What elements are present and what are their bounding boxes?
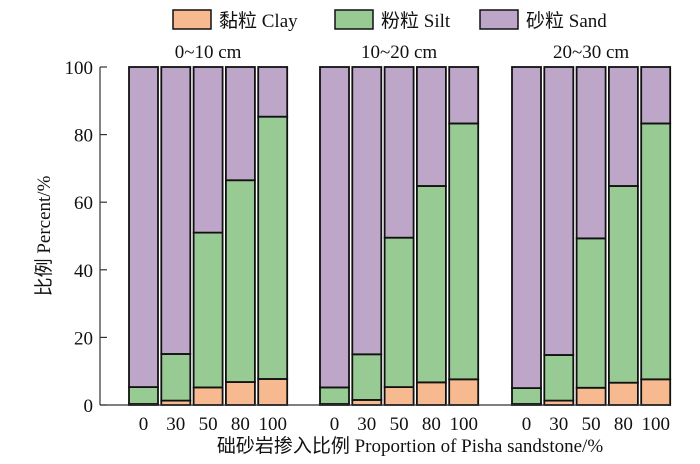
x-tick-label: 50	[582, 414, 601, 435]
y-tick-label: 40	[74, 261, 93, 282]
bar-segment-sand	[383, 66, 415, 239]
bar-segment-sand	[543, 66, 575, 356]
bar-segment-clay	[224, 381, 256, 406]
bar-segment-silt	[257, 115, 289, 380]
legend-label-silt: 粉粒 Silt	[381, 10, 451, 32]
y-tick-label: 100	[65, 58, 94, 79]
legend-label-clay: 黏粒 Clay	[219, 10, 298, 32]
x-tick-label: 30	[549, 414, 568, 435]
x-axis-label: 础砂岩掺入比例 Proportion of Pisha sandstone/%	[217, 435, 603, 457]
bar-segment-silt	[160, 353, 192, 402]
bar-segment-sand	[415, 66, 447, 187]
bar-segment-sand	[640, 66, 672, 125]
bars: 0~10 cm 0 30 50 80 100 10~20 cm 0 30 50 80 100 20~30…	[128, 42, 672, 435]
bar-segment-sand	[448, 66, 480, 125]
bar-segment-sand	[319, 66, 350, 389]
bar-segment-silt	[319, 386, 350, 405]
y-tick-label: 60	[74, 193, 93, 214]
y-tick-label: 0	[84, 396, 94, 417]
axes: 0 20 40 60 80 100	[65, 58, 670, 417]
bar-segment-silt	[192, 231, 224, 389]
bar-segment-silt	[224, 179, 256, 383]
x-tick-label: 50	[199, 414, 218, 435]
bar-segment-silt	[511, 387, 542, 405]
bar-segment-silt	[640, 122, 672, 381]
legend: 黏粒 Clay 粉粒 Silt 砂粒 Sand	[172, 9, 607, 32]
bar-segment-silt	[128, 386, 159, 405]
bar-segment-silt	[543, 354, 575, 402]
bar-segment-clay	[640, 378, 672, 406]
bar-segment-sand	[192, 66, 224, 234]
bar-segment-silt	[608, 185, 639, 384]
y-tick-label: 20	[74, 328, 93, 349]
legend-swatch-clay	[172, 9, 212, 30]
bar-segment-clay	[415, 381, 447, 406]
group-title: 10~20 cm	[361, 42, 437, 63]
x-tick-label: 30	[357, 414, 376, 435]
bar-segment-clay	[448, 378, 480, 406]
bar-segment-sand	[575, 66, 607, 240]
legend-swatch-sand	[479, 9, 519, 30]
bar-segment-clay	[192, 386, 224, 406]
bar-segment-sand	[257, 66, 289, 118]
bar-segment-sand	[224, 66, 256, 182]
x-tick-label: 100	[641, 414, 670, 435]
x-tick-label: 0	[522, 414, 532, 435]
bar-segment-clay	[608, 381, 639, 406]
bar-segment-sand	[511, 66, 542, 390]
x-tick-label: 80	[614, 414, 633, 435]
bar-segment-silt	[351, 353, 383, 401]
bar-segment-sand	[351, 66, 383, 356]
y-tick-label: 80	[74, 126, 93, 147]
bar-segment-silt	[415, 185, 447, 384]
group-title: 20~30 cm	[553, 42, 629, 63]
x-tick-label: 100	[258, 414, 287, 435]
legend-swatch-silt	[334, 9, 374, 30]
bar-segment-clay	[383, 386, 415, 406]
bar-segment-clay	[575, 386, 607, 406]
bar-segment-silt	[448, 122, 480, 381]
x-tick-label: 0	[330, 414, 340, 435]
legend-label-sand: 砂粒 Sand	[526, 10, 607, 32]
y-axis-label: 比例 Percent/%	[33, 175, 55, 296]
bar-segment-sand	[128, 66, 159, 388]
x-tick-label: 100	[449, 414, 478, 435]
bar-segment-sand	[608, 66, 639, 187]
bar-segment-clay	[257, 378, 289, 406]
x-tick-label: 30	[166, 414, 185, 435]
x-tick-label: 50	[390, 414, 409, 435]
bar-segment-sand	[160, 66, 192, 355]
x-tick-label: 80	[422, 414, 441, 435]
group-title: 0~10 cm	[175, 42, 242, 63]
bar-segment-silt	[575, 237, 607, 389]
bar-segment-silt	[383, 236, 415, 388]
x-tick-label: 0	[139, 414, 149, 435]
x-tick-label: 80	[231, 414, 250, 435]
